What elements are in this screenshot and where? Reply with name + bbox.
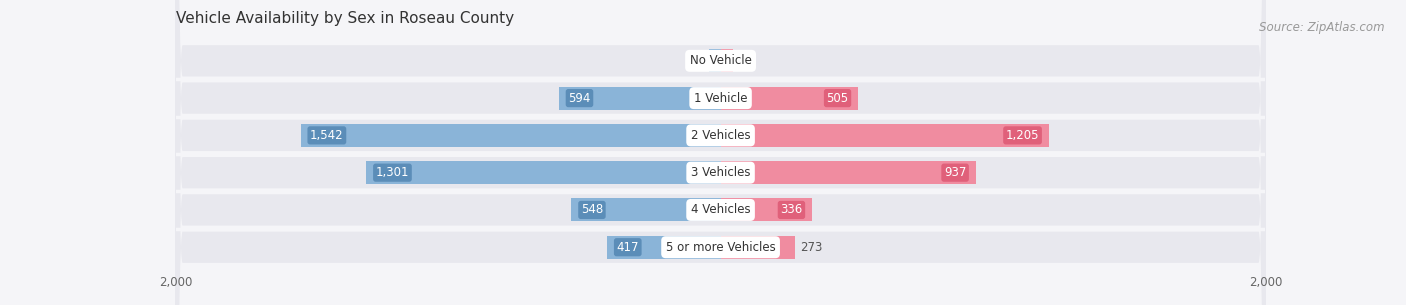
Text: 5 or more Vehicles: 5 or more Vehicles bbox=[665, 241, 776, 254]
Bar bbox=[709, 49, 721, 72]
FancyBboxPatch shape bbox=[176, 0, 1265, 305]
Text: 45: 45 bbox=[738, 54, 754, 67]
Text: No Vehicle: No Vehicle bbox=[689, 54, 752, 67]
Bar bbox=[558, 87, 721, 110]
Bar bbox=[721, 161, 976, 184]
Text: Source: ZipAtlas.com: Source: ZipAtlas.com bbox=[1260, 21, 1385, 34]
FancyBboxPatch shape bbox=[176, 0, 1265, 305]
FancyBboxPatch shape bbox=[176, 0, 1265, 305]
Text: 273: 273 bbox=[800, 241, 823, 254]
Text: 548: 548 bbox=[581, 203, 603, 217]
Text: 2 Vehicles: 2 Vehicles bbox=[690, 129, 751, 142]
Text: 417: 417 bbox=[616, 241, 638, 254]
Text: Vehicle Availability by Sex in Roseau County: Vehicle Availability by Sex in Roseau Co… bbox=[176, 11, 513, 26]
FancyBboxPatch shape bbox=[176, 0, 1265, 305]
FancyBboxPatch shape bbox=[176, 0, 1265, 305]
Bar bbox=[721, 87, 858, 110]
Text: 3 Vehicles: 3 Vehicles bbox=[690, 166, 751, 179]
Bar bbox=[721, 198, 813, 221]
Text: 1,205: 1,205 bbox=[1005, 129, 1039, 142]
Text: 1 Vehicle: 1 Vehicle bbox=[693, 92, 748, 105]
Text: 336: 336 bbox=[780, 203, 803, 217]
Text: 594: 594 bbox=[568, 92, 591, 105]
Bar bbox=[721, 49, 733, 72]
Bar bbox=[721, 124, 1049, 147]
Bar bbox=[366, 161, 721, 184]
Bar bbox=[607, 236, 721, 259]
Text: 4 Vehicles: 4 Vehicles bbox=[690, 203, 751, 217]
Text: 937: 937 bbox=[943, 166, 966, 179]
Text: 1,301: 1,301 bbox=[375, 166, 409, 179]
Text: 505: 505 bbox=[827, 92, 849, 105]
Text: 1,542: 1,542 bbox=[311, 129, 343, 142]
Text: 43: 43 bbox=[689, 54, 703, 67]
Bar bbox=[571, 198, 721, 221]
FancyBboxPatch shape bbox=[176, 0, 1265, 305]
Bar bbox=[301, 124, 721, 147]
Bar bbox=[721, 236, 794, 259]
